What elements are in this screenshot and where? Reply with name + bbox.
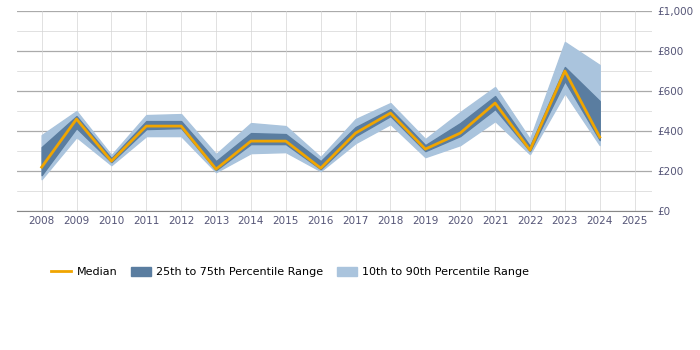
Legend: Median, 25th to 75th Percentile Range, 10th to 90th Percentile Range: Median, 25th to 75th Percentile Range, 1… — [47, 262, 534, 282]
